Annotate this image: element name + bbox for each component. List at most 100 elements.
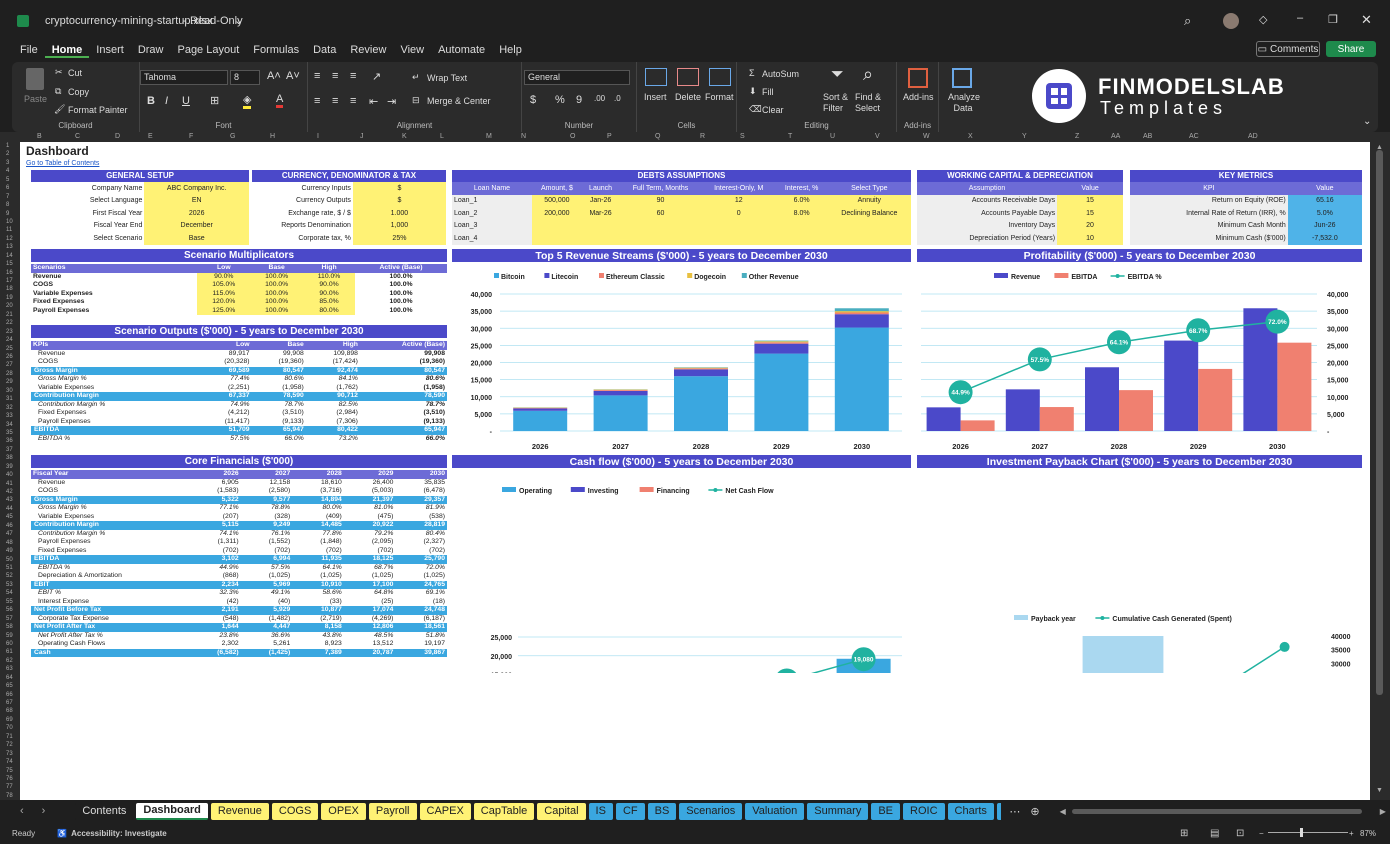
row-number[interactable]: 14 [6,252,13,259]
scroll-up-icon[interactable]: ▲ [1376,144,1383,151]
row-number[interactable]: 49 [6,548,13,555]
row-number[interactable]: 18 [6,286,13,293]
page-layout-icon[interactable]: ▤ [1210,827,1220,839]
row-number[interactable]: 58 [6,624,13,631]
menu-page-layout[interactable]: Page Layout [177,44,240,56]
row-number[interactable]: 43 [6,497,13,504]
column-header[interactable]: I [317,133,319,140]
sheet-tab-contents[interactable]: Contents [75,802,134,820]
row-number[interactable]: 8 [6,202,10,209]
chevron-down-icon[interactable]: ⌄ [234,15,244,27]
row-number[interactable]: 35 [6,429,13,436]
avatar[interactable] [1223,13,1239,29]
column-header[interactable]: M [486,133,492,140]
column-header[interactable]: AA [1111,133,1121,140]
normal-view-icon[interactable]: ⊞ [1180,827,1189,839]
sheet-tab-bs[interactable]: BS [647,802,677,820]
restore-icon[interactable]: ❐ [1328,14,1338,26]
column-header[interactable]: R [700,133,706,140]
font-name-select[interactable]: Tahoma [140,70,228,85]
row-number[interactable]: 11 [6,227,13,234]
row-number[interactable]: 22 [6,320,13,327]
zoom-level[interactable]: 87% [1360,828,1377,838]
column-header[interactable]: B [37,133,42,140]
font-size-select[interactable]: 8 [230,70,260,85]
diamond-icon[interactable]: ◇ [1259,14,1268,26]
row-number[interactable]: 27 [6,362,13,369]
sheet-tab-roic[interactable]: ROIC [903,802,945,820]
close-icon[interactable]: ✕ [1361,12,1372,27]
sheet-tab-is[interactable]: IS [588,802,613,820]
sheet-tab-capital[interactable]: Capital [537,802,586,820]
column-header[interactable]: F [189,133,194,140]
decrease-font-icon[interactable]: A˅ [286,70,300,82]
clear-button[interactable]: Clear [762,105,784,115]
column-header[interactable]: AB [1143,133,1153,140]
zoom-slider[interactable] [1268,828,1348,837]
row-number[interactable]: 52 [6,573,13,580]
row-number[interactable]: 45 [6,514,13,521]
row-number[interactable]: 57 [6,615,13,622]
menu-help[interactable]: Help [499,44,522,56]
sheet-tab-valuation[interactable]: Valuation [745,802,805,820]
zoom-in-icon[interactable]: + [1349,828,1354,838]
comments-button[interactable]: ▭ Comments [1256,41,1320,57]
sheet-tab-dashboard[interactable]: Dashboard [136,802,208,820]
row-number[interactable]: 77 [6,784,13,791]
row-number[interactable]: 51 [6,565,13,571]
row-number[interactable]: 20 [6,303,13,310]
row-number[interactable]: 59 [6,632,13,639]
scroll-down-icon[interactable]: ▼ [1376,787,1383,794]
row-number[interactable]: 30 [6,387,13,394]
scroll-thumb[interactable] [1376,150,1383,695]
fill-button[interactable]: Fill [762,87,774,97]
addins-button[interactable]: Add-ins [903,92,934,102]
menu-file[interactable]: File [20,44,38,56]
row-number[interactable]: 41 [6,480,13,487]
column-header[interactable]: Y [1022,133,1027,140]
row-number[interactable]: 6 [6,185,10,192]
currency-icon[interactable]: $ [530,94,537,106]
search-icon[interactable]: ⌕ [1184,13,1192,28]
row-number[interactable]: 50 [6,556,13,563]
merge-center-button[interactable]: Merge & Center [427,96,491,106]
menu-automate[interactable]: Automate [438,44,486,56]
decrease-indent-icon[interactable]: ⇤ [369,96,379,108]
row-number[interactable]: 64 [6,674,13,681]
row-number[interactable]: 73 [6,750,13,757]
menu-draw[interactable]: Draw [137,44,164,56]
sheet-tab-opex[interactable]: OPEX [321,802,366,820]
row-number[interactable]: 28 [6,370,13,377]
worksheet[interactable]: Dashboard Go to Table of Contents GENERA… [20,142,1370,800]
column-header[interactable]: D [115,133,121,140]
row-number[interactable]: 19 [6,294,13,301]
italic-button[interactable]: I [165,95,169,107]
row-number[interactable]: 71 [6,733,13,740]
row-number[interactable]: 25 [6,345,13,352]
row-number[interactable]: 61 [6,649,13,656]
row-number[interactable]: 72 [6,742,13,749]
row-number[interactable]: 65 [6,683,13,690]
sheet-tab-captable[interactable]: CapTable [473,802,535,820]
zoom-out-icon[interactable]: − [1259,828,1264,838]
row-number[interactable]: 13 [6,244,13,251]
column-header[interactable]: H [270,133,276,140]
column-header[interactable]: E [148,133,153,140]
decrease-decimal-icon[interactable]: .0 [614,94,621,103]
font-color-icon[interactable]: A [276,93,284,108]
row-number[interactable]: 36 [6,438,13,445]
format-painter-button[interactable]: Format Painter [68,105,128,115]
row-number[interactable]: 37 [6,446,13,453]
payback-chart[interactable]: Investment Payback Chart ($'000) - 5 yea… [917,455,1362,673]
row-number[interactable]: 33 [6,413,13,420]
column-header[interactable]: N [521,133,527,140]
row-number[interactable]: 17 [6,278,13,285]
column-header[interactable]: C [75,133,81,140]
underline-button[interactable]: U [182,95,190,107]
row-number[interactable]: 40 [6,472,13,479]
more-sheets-icon[interactable]: ⋯ [1009,805,1021,818]
increase-font-icon[interactable]: A˄ [267,70,281,82]
column-header[interactable]: Q [655,133,661,140]
copy-button[interactable]: Copy [68,87,90,97]
row-number[interactable]: 9 [6,210,10,217]
